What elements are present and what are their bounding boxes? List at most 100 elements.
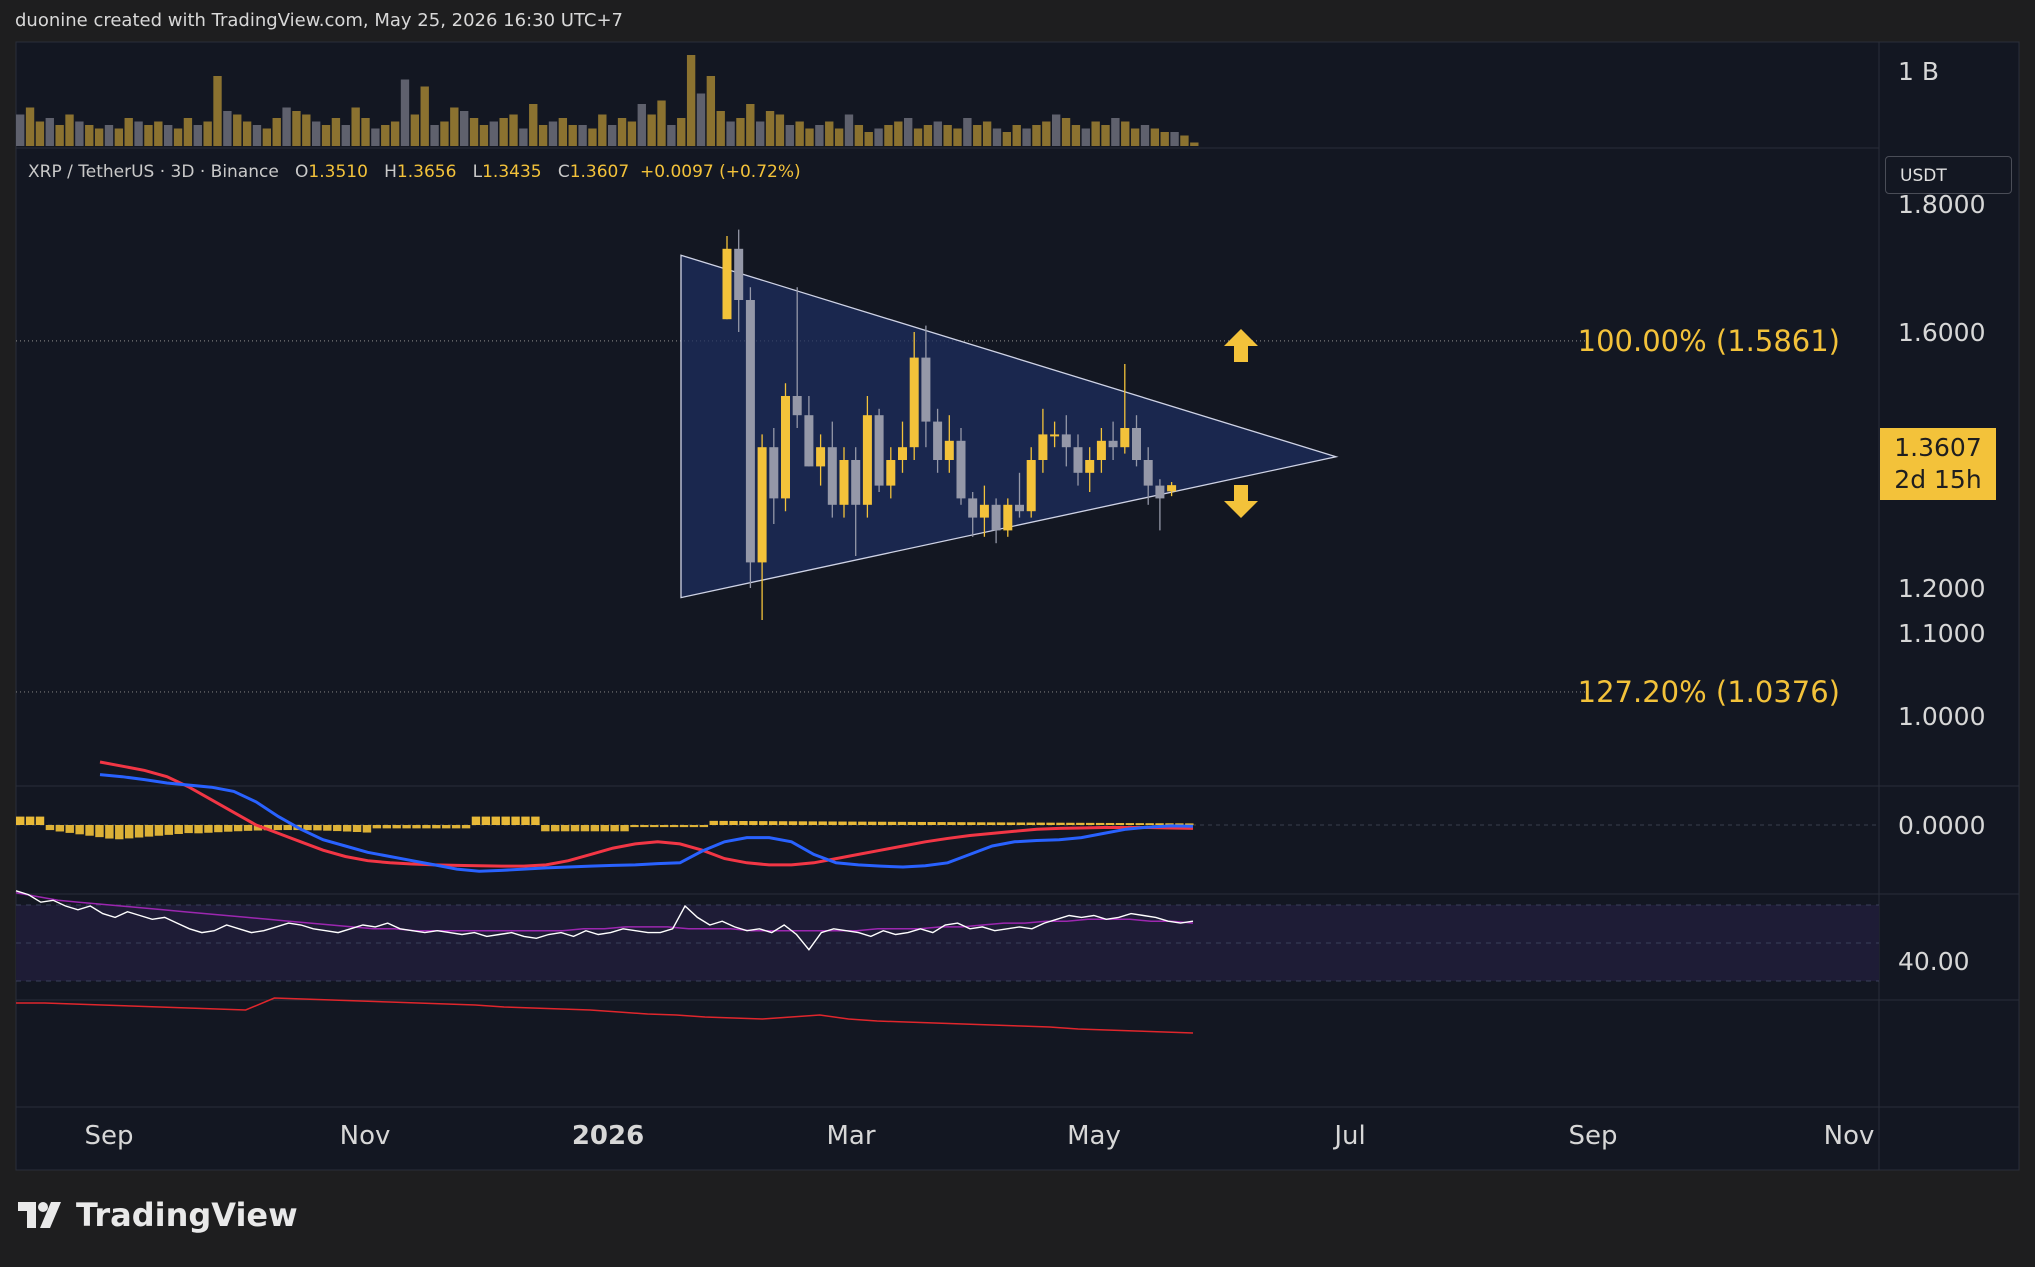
volume-bar [489, 121, 498, 146]
volume-bar [213, 76, 222, 146]
volume-bar [85, 125, 94, 146]
volume-bar [16, 114, 25, 146]
macd-histogram-bar [1155, 823, 1164, 825]
macd-histogram-bar [877, 821, 887, 825]
volume-bar [519, 128, 528, 146]
macd-histogram-bar [233, 825, 243, 832]
macd-histogram-bar [1006, 822, 1016, 825]
macd-histogram-bar [25, 816, 35, 825]
legend-close-label: C [557, 162, 570, 182]
macd-histogram-bar [521, 816, 530, 825]
macd-histogram-bar [1135, 823, 1144, 825]
volume-bar [361, 118, 370, 146]
macd-histogram-bar [342, 825, 352, 832]
volume-bar [114, 128, 124, 146]
volume-bar [351, 107, 360, 146]
volume-bar [992, 128, 1002, 146]
macd-histogram-bar [273, 825, 283, 831]
volume-bar [1101, 125, 1110, 146]
volume-bar [756, 121, 765, 146]
chart-credit: duonine created with TradingView.com, Ma… [15, 10, 623, 31]
volume-bar [1170, 132, 1179, 146]
volume-bar [45, 118, 54, 146]
volume-bar [874, 128, 883, 146]
volume-bar [815, 125, 824, 146]
volume-bar [440, 121, 449, 146]
macd-histogram-bar [1175, 823, 1184, 825]
macd-histogram-bar [283, 825, 292, 831]
macd-histogram-bar [858, 821, 867, 825]
price-axis-label: 1.1000 [1898, 619, 1985, 648]
legend-open-label: O [295, 162, 309, 182]
up-arrow-icon [1224, 329, 1258, 362]
volume-bar [825, 121, 834, 146]
macd-histogram-bar [630, 825, 639, 828]
macd-histogram-bar [134, 825, 144, 838]
volume-axis-label: 1 B [1898, 57, 1939, 86]
candle-body [1096, 440, 1106, 460]
macd-histogram-bar [759, 821, 768, 825]
volume-bar [696, 93, 706, 146]
volume-bar [726, 121, 735, 146]
volume-bar [608, 125, 617, 146]
macd-histogram-bar [560, 825, 570, 832]
volume-bar [1091, 121, 1100, 146]
macd-histogram-bar [1165, 823, 1174, 825]
currency-button[interactable]: USDT [1885, 156, 2012, 194]
down-arrow-icon [1224, 485, 1258, 518]
candle-body [1167, 485, 1177, 492]
macd-histogram-bar [788, 821, 798, 825]
lower-indicator-line [16, 997, 1194, 1034]
macd-signal-line [99, 760, 1194, 868]
candle-body [804, 415, 814, 467]
volume-bar [637, 104, 646, 146]
volume-bar [834, 128, 844, 146]
macd-histogram-bar [382, 825, 391, 829]
volume-bar [736, 118, 745, 146]
macd-histogram-bar [729, 820, 738, 825]
volume-bar [1002, 132, 1012, 146]
candle-body [722, 248, 732, 320]
last-price-badge: 1.3607 2d 15h [1880, 428, 1996, 500]
rsi-ma-line [15, 891, 1194, 932]
macd-histogram-bar [590, 825, 600, 832]
time-axis-label: Sep [84, 1121, 133, 1151]
candle-body [1120, 428, 1130, 448]
volume-bar [795, 121, 804, 146]
volume-bar [864, 132, 873, 146]
macd-histogram-bar [679, 825, 689, 828]
macd-histogram-bar [1076, 822, 1085, 825]
volume-bar [588, 128, 597, 146]
chart-frame [15, 41, 2020, 1171]
volume-bar [1190, 142, 1199, 146]
volume-bar [164, 125, 173, 146]
macd-histogram-bar [996, 822, 1006, 825]
time-axis-label: Mar [826, 1121, 875, 1151]
candle-body [1038, 434, 1048, 460]
macd-histogram-bar [640, 825, 649, 828]
macd-histogram-bar [491, 816, 500, 825]
volume-bar [765, 111, 775, 146]
macd-histogram-bar [362, 825, 372, 833]
volume-bar [321, 125, 331, 146]
volume-bar [341, 125, 350, 146]
candle-body [921, 357, 931, 422]
macd-histogram-bar [154, 825, 164, 836]
macd-histogram-bar [650, 825, 659, 828]
volume-bar [716, 111, 725, 146]
volume-bar [558, 118, 568, 146]
volume-bar [65, 114, 74, 146]
volume-bar [1032, 125, 1041, 146]
fib-level-label: 127.20% (1.0376) [1578, 675, 1840, 709]
legend-open: 1.3510 [308, 162, 368, 182]
macd-histogram-bar [897, 821, 907, 825]
volume-bar [677, 118, 686, 146]
volume-bar [104, 125, 114, 146]
volume-bar [499, 118, 508, 146]
tradingview-logo-text: TradingView [76, 1196, 298, 1234]
macd-histogram-bar [1056, 822, 1065, 825]
price-axis-label: 1.2000 [1898, 574, 1985, 603]
macd-histogram-bar [977, 822, 986, 825]
macd-histogram-bar [1086, 822, 1095, 825]
